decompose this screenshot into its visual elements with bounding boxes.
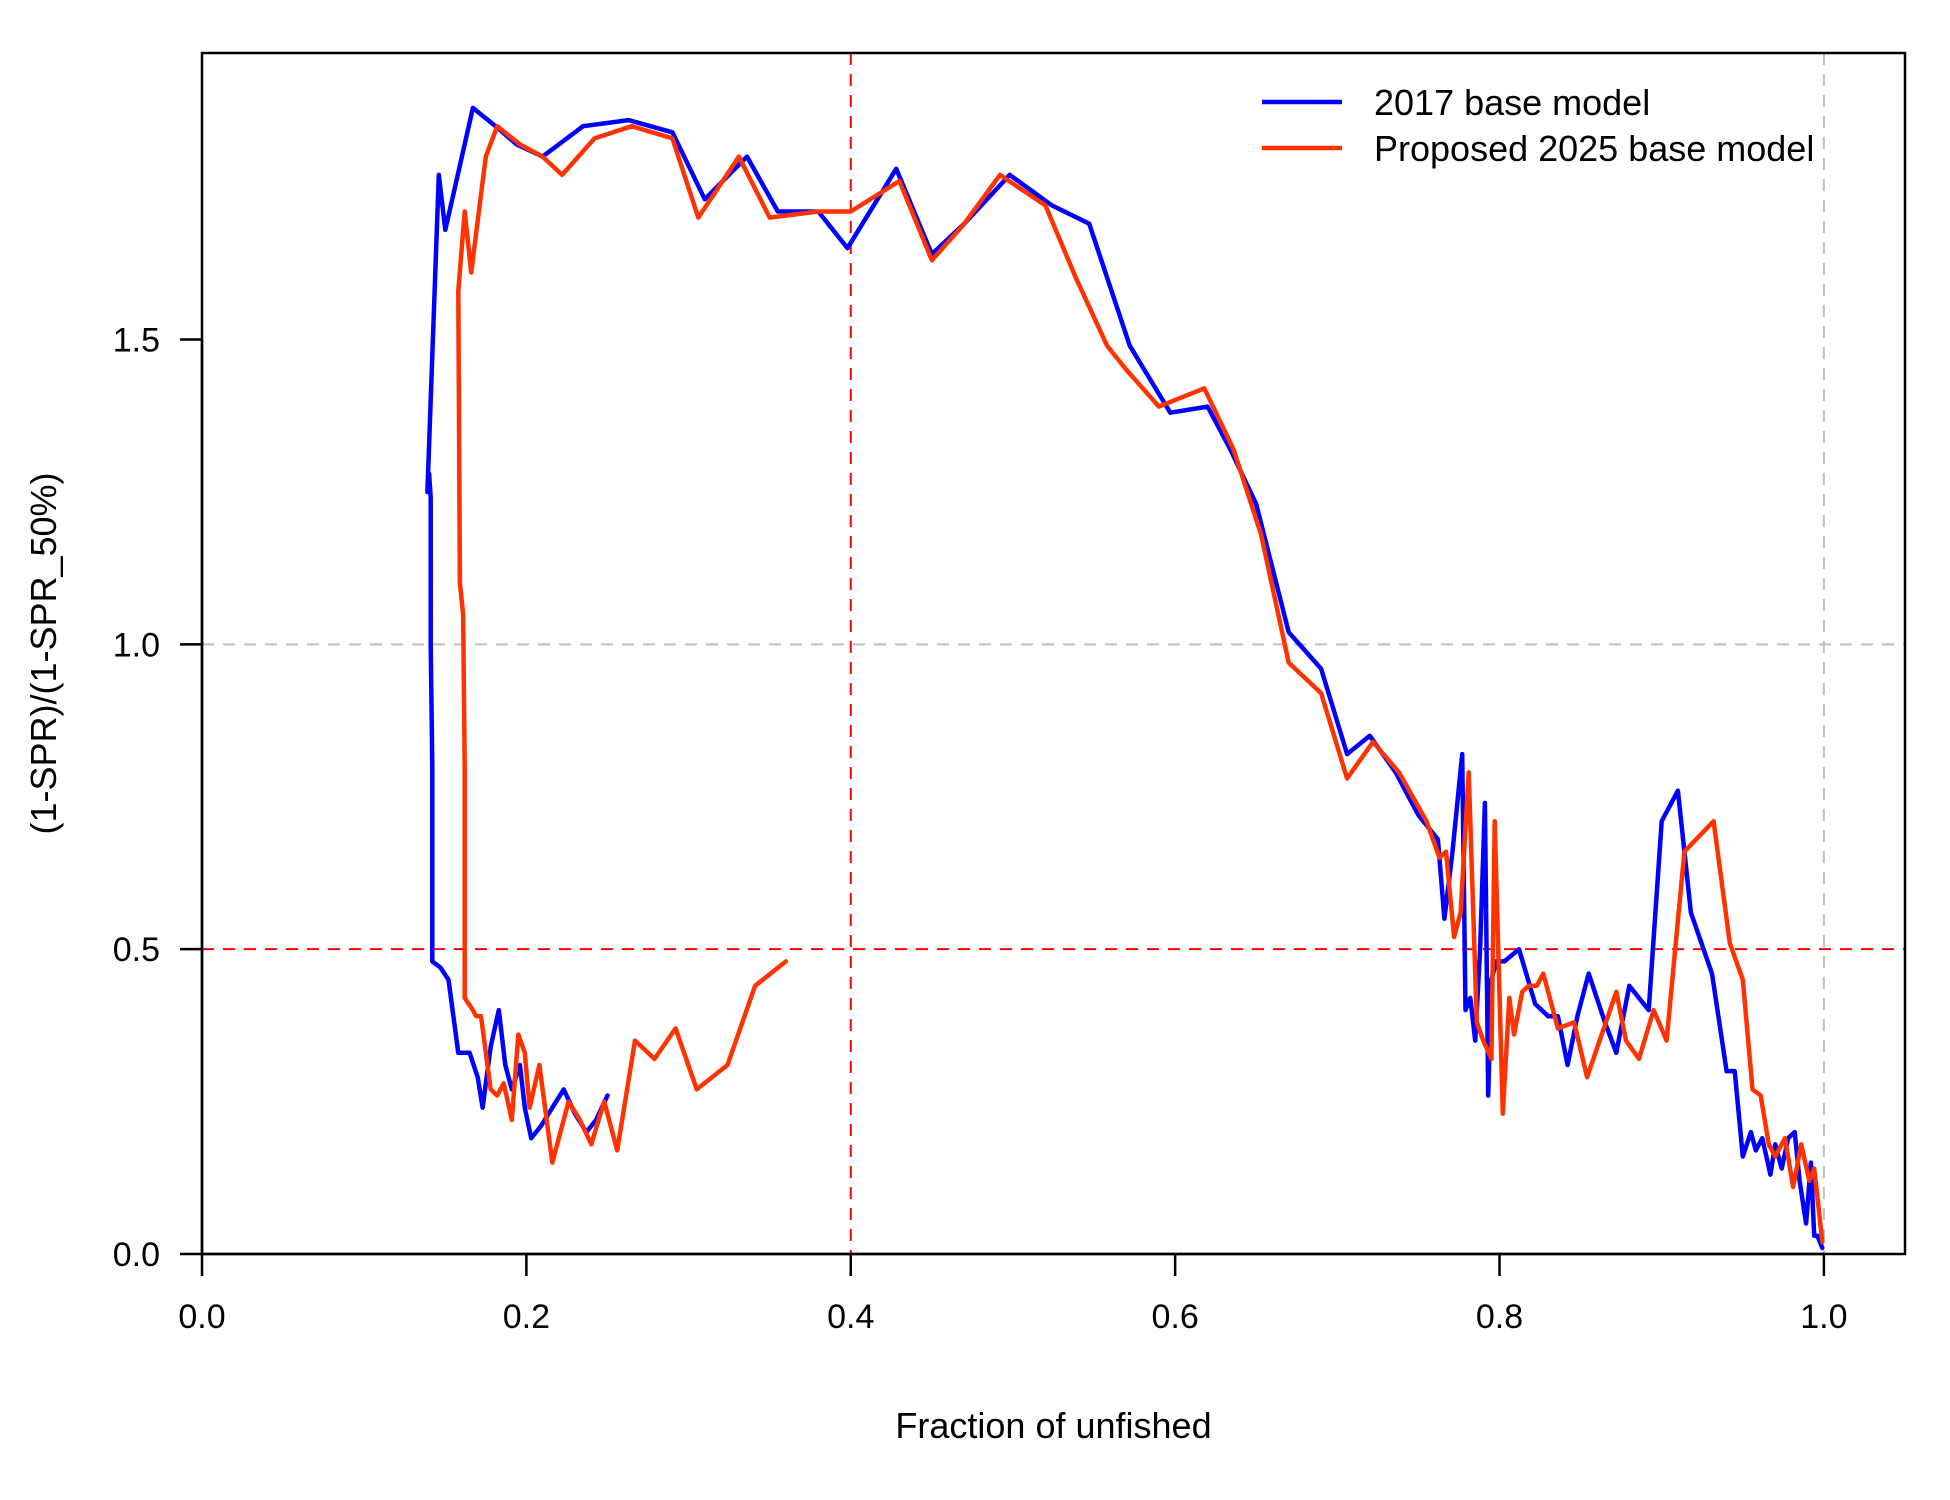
plot-frame [200, 51, 1907, 1256]
series-line-0 [425, 105, 1825, 1251]
legend-label-1: Proposed 2025 base model [1374, 128, 1814, 169]
x-tick-label: 0.8 [1476, 1298, 1523, 1336]
x-tick-label: 1.0 [1800, 1298, 1847, 1336]
x-axis: 0.0 0.2 0.4 0.6 0.8 1.0 [178, 1252, 1848, 1336]
y-tick-label: 0.0 [113, 1236, 160, 1274]
series-lines [425, 105, 1825, 1251]
reference-lines [202, 53, 1905, 1254]
y-tick-label: 1.5 [113, 322, 160, 360]
x-axis-title: Fraction of unfished [895, 1405, 1211, 1446]
y-tick-label: 0.5 [113, 931, 160, 969]
x-tick-label: 0.4 [827, 1298, 874, 1336]
y-tick-label: 1.0 [113, 626, 160, 664]
series-line-1 [456, 123, 1825, 1245]
y-axis: 0.0 0.5 1.0 1.5 [113, 322, 204, 1274]
x-tick-label: 0.2 [503, 1298, 550, 1336]
y-axis-title: (1-SPR)/(1-SPR_50%) [23, 472, 64, 834]
legend: 2017 base model Proposed 2025 base model [1262, 82, 1814, 169]
x-tick-label: 0.6 [1152, 1298, 1199, 1336]
legend-label-0: 2017 base model [1374, 82, 1650, 123]
x-tick-label: 0.0 [178, 1298, 225, 1336]
